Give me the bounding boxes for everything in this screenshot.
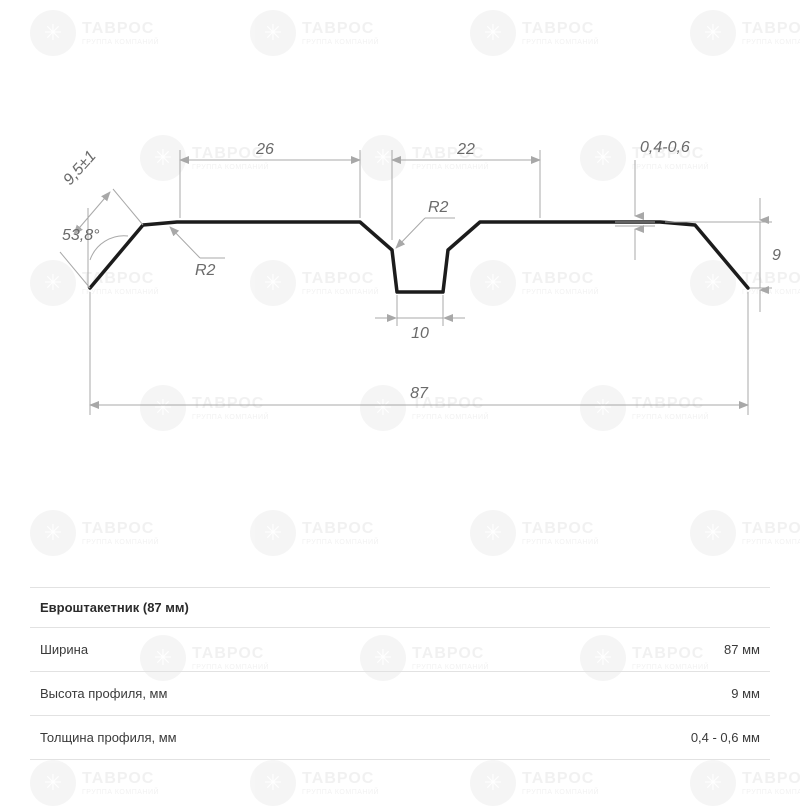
spec-row: Ширина 87 мм (30, 628, 770, 672)
dim-22: 22 (392, 141, 540, 240)
dim-bottom: 10 (375, 295, 465, 342)
spec-row-value: 87 мм (724, 642, 760, 657)
dim-22-label: 22 (456, 141, 475, 158)
spec-row-label: Ширина (40, 642, 88, 657)
dim-bottom-label: 10 (411, 325, 429, 342)
spec-table: Евроштакетник (87 мм) Ширина 87 мм Высот… (30, 587, 770, 760)
dim-overall-label: 87 (410, 385, 429, 402)
dim-thickness-label: 0,4-0,6 (640, 139, 690, 156)
dim-angle-label: 53,8° (62, 227, 100, 244)
dim-thickness: 0,4-0,6 (615, 139, 690, 260)
spec-row: Толщина профиля, мм 0,4 - 0,6 мм (30, 716, 770, 760)
profile-outline (90, 222, 748, 292)
spec-row-value: 9 мм (731, 686, 760, 701)
dim-26: 26 (180, 141, 360, 218)
dim-r2-mid-label: R2 (428, 199, 449, 216)
dim-26-label: 26 (255, 141, 274, 158)
spec-row-label: Толщина профиля, мм (40, 730, 177, 745)
dim-r2-left-label: R2 (195, 262, 216, 279)
profile-diagram: 26 22 0,4-0,6 9 87 10 (0, 0, 800, 500)
dim-r2-left: R2 (170, 227, 225, 279)
spec-row-value: 0,4 - 0,6 мм (691, 730, 760, 745)
dim-overall: 87 (90, 292, 748, 415)
spec-title: Евроштакетник (87 мм) (30, 587, 770, 628)
dim-height: 9 (665, 198, 781, 312)
dim-r2-mid: R2 (396, 199, 455, 248)
dim-edge-label: 9,5±1 (60, 148, 99, 189)
dim-edge: 9,5±1 (60, 148, 143, 288)
dim-height-label: 9 (772, 247, 781, 264)
spec-row: Высота профиля, мм 9 мм (30, 672, 770, 716)
spec-row-label: Высота профиля, мм (40, 686, 167, 701)
dim-angle: 53,8° (62, 208, 128, 288)
